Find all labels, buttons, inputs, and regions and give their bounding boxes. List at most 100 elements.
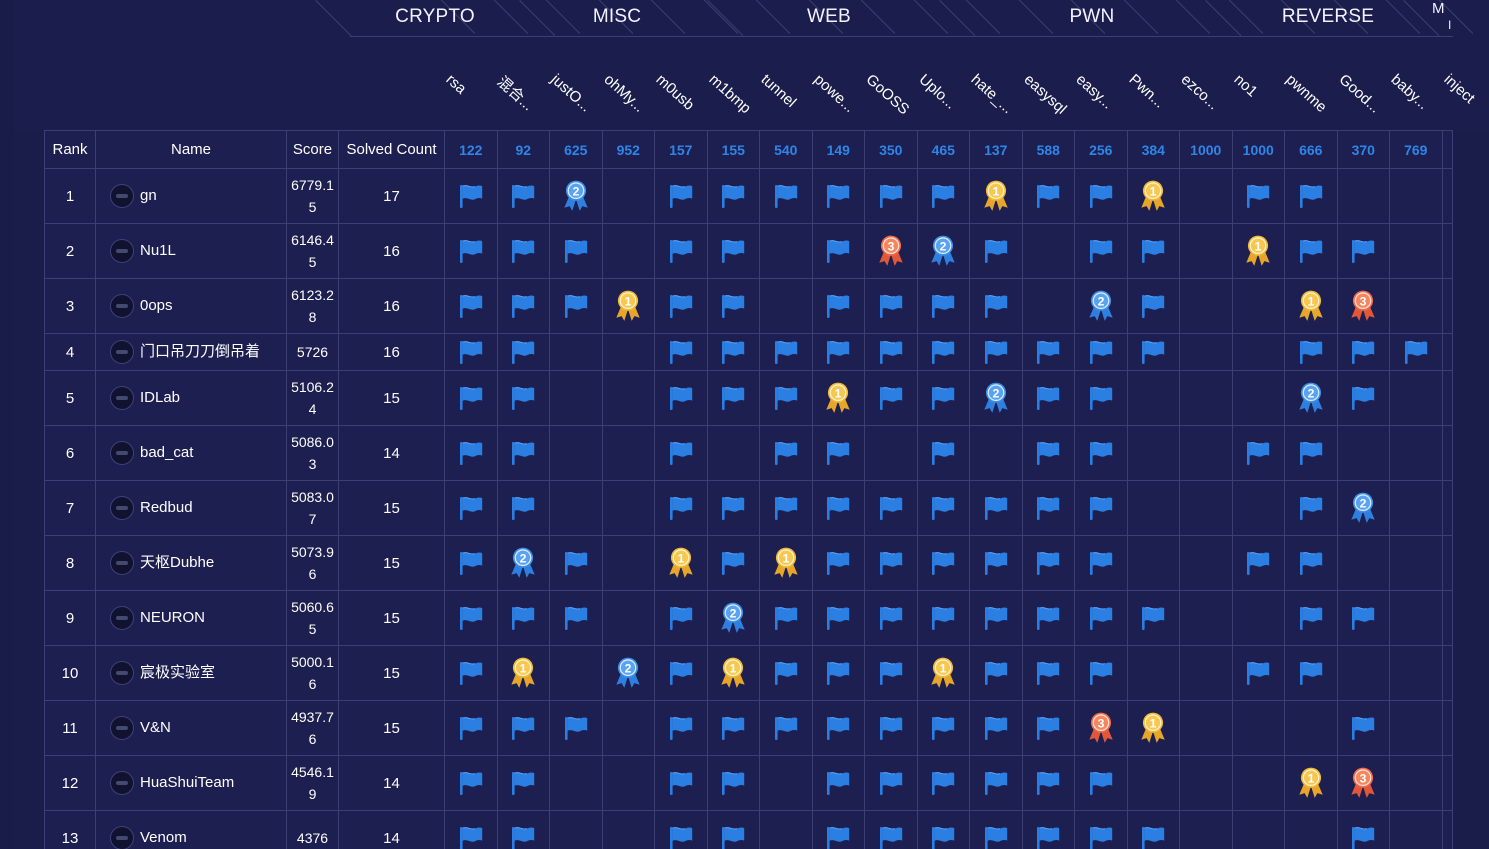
score-cell: 5726 [286, 333, 339, 371]
challenge-points-spare [1441, 130, 1453, 169]
team-name-cell[interactable]: bad_cat [95, 425, 287, 481]
solve-cell [496, 425, 550, 481]
avatar [110, 386, 134, 410]
category-web[interactable]: WEB [807, 6, 851, 27]
solved-flag-icon [1297, 182, 1325, 210]
category-pwn[interactable]: PWN [1069, 6, 1115, 27]
solved-flag-icon [772, 714, 800, 742]
table-row[interactable]: 3 0ops 6123.2 8 16 [44, 278, 1453, 334]
team-name[interactable]: HuaShuiTeam [140, 773, 235, 791]
solve-cell [1284, 810, 1338, 849]
gold-medal-icon [1296, 766, 1326, 800]
solve-cell [1336, 755, 1390, 811]
solve-cell [444, 278, 498, 334]
rank-cell: 7 [44, 480, 96, 536]
solved-flag-icon [772, 494, 800, 522]
team-name[interactable]: 0ops [140, 296, 173, 314]
team-name-cell[interactable]: Nu1L [95, 223, 287, 279]
team-name[interactable]: 宸极实验室 [140, 663, 216, 681]
team-name-cell[interactable]: Redbud [95, 480, 287, 536]
solved-flag-icon [982, 292, 1010, 320]
avatar [110, 551, 134, 576]
solve-cell [759, 535, 813, 591]
solve-cell [1389, 810, 1443, 849]
name-header[interactable]: Name [95, 130, 287, 169]
solve-cell [811, 700, 865, 756]
solve-cell [811, 480, 865, 536]
team-name[interactable]: gn [140, 186, 157, 204]
solved-flag-icon [929, 824, 957, 849]
solve-cell [444, 535, 498, 591]
table-row[interactable]: 5 IDLab 5106.2 4 15 [44, 370, 1453, 426]
table-row[interactable]: 9 NEURON 5060.6 5 15 [44, 590, 1453, 646]
team-name-cell[interactable]: NEURON [95, 590, 287, 646]
solved-flag-icon [1297, 494, 1325, 522]
solve-cell [759, 480, 813, 536]
table-row[interactable]: 13 Venom 4376 14 [44, 810, 1453, 849]
table-row[interactable]: 10 宸极实验室 5000.1 6 15 [44, 645, 1453, 701]
solve-cell [1179, 590, 1233, 646]
category-misc[interactable]: MISC [592, 6, 642, 27]
category-reverse[interactable]: REVERSE [1281, 6, 1375, 27]
solve-cell [496, 590, 550, 646]
team-name-cell[interactable]: 0ops [95, 278, 287, 334]
team-name[interactable]: bad_cat [140, 443, 194, 461]
score-header[interactable]: Score [286, 130, 339, 169]
rank-header[interactable]: Rank [44, 130, 96, 169]
solve-cell [811, 425, 865, 481]
team-name-cell[interactable]: 宸极实验室 [95, 645, 287, 701]
solved-flag-icon [877, 494, 905, 522]
team-name[interactable]: 天枢Dubhe [140, 553, 215, 571]
solve-cell [811, 590, 865, 646]
team-name[interactable]: NEURON [140, 608, 206, 626]
table-row[interactable]: 4 门口吊刀刀倒吊着 5726 16 [44, 333, 1453, 371]
solve-cell [496, 333, 550, 371]
team-name[interactable]: IDLab [140, 388, 181, 406]
table-row[interactable]: 7 Redbud 5083.0 7 15 [44, 480, 1453, 536]
team-name[interactable]: V&N [140, 718, 171, 736]
solved-flag-icon [1244, 182, 1272, 210]
solve-cell [1231, 425, 1285, 481]
solve-cell-spare [1441, 755, 1453, 811]
solved-flag-icon [824, 439, 852, 467]
solve-cell [654, 590, 708, 646]
table-row[interactable]: 6 bad_cat 5086.0 3 14 [44, 425, 1453, 481]
solved-flag-icon [982, 237, 1010, 265]
challenge-points-10: 465 [916, 130, 970, 169]
solved-flag-icon [1034, 769, 1062, 797]
solve-cell [811, 370, 865, 426]
solve-cell [1179, 223, 1233, 279]
team-name[interactable]: Redbud [140, 498, 193, 516]
team-name-cell[interactable]: gn [95, 168, 287, 224]
gold-medal-icon [1296, 289, 1326, 323]
solve-cell-spare [1441, 278, 1453, 334]
team-name[interactable]: Nu1L [140, 241, 176, 259]
solved-flag-icon [457, 237, 485, 265]
solve-cell [759, 590, 813, 646]
solve-cell [496, 810, 550, 849]
solve-cell [444, 755, 498, 811]
solve-cell [601, 223, 655, 279]
table-row[interactable]: 1 gn 6779.1 5 17 [44, 168, 1453, 224]
team-name-cell[interactable]: IDLab [95, 370, 287, 426]
solve-cell [1074, 278, 1128, 334]
category-truncated[interactable]: M [1432, 0, 1445, 17]
table-row[interactable]: 2 Nu1L 6146.4 5 16 [44, 223, 1453, 279]
table-row[interactable]: 12 HuaShuiTeam 4546.1 9 14 [44, 755, 1453, 811]
table-row[interactable]: 8 天枢Dubhe 5073.9 6 15 [44, 535, 1453, 591]
solved-header[interactable]: Solved Count [338, 130, 445, 169]
score-line: 5726 [296, 344, 329, 360]
team-name[interactable]: 门口吊刀刀倒吊着 [140, 342, 261, 360]
table-row[interactable]: 11 V&N 4937.7 6 15 [44, 700, 1453, 756]
category-crypto[interactable]: CRYPTO [395, 6, 475, 27]
team-name-cell[interactable]: V&N [95, 700, 287, 756]
solve-cell [601, 278, 655, 334]
solved-flag-icon [929, 769, 957, 797]
team-name-cell[interactable]: 天枢Dubhe [95, 535, 287, 591]
score-cell: 6779.1 5 [286, 168, 339, 224]
team-name-cell[interactable]: Venom [95, 810, 287, 849]
team-name-cell[interactable]: 门口吊刀刀倒吊着 [95, 333, 287, 371]
team-name[interactable]: Venom [140, 828, 187, 846]
team-name-cell[interactable]: HuaShuiTeam [95, 755, 287, 811]
solve-cell [1021, 590, 1075, 646]
